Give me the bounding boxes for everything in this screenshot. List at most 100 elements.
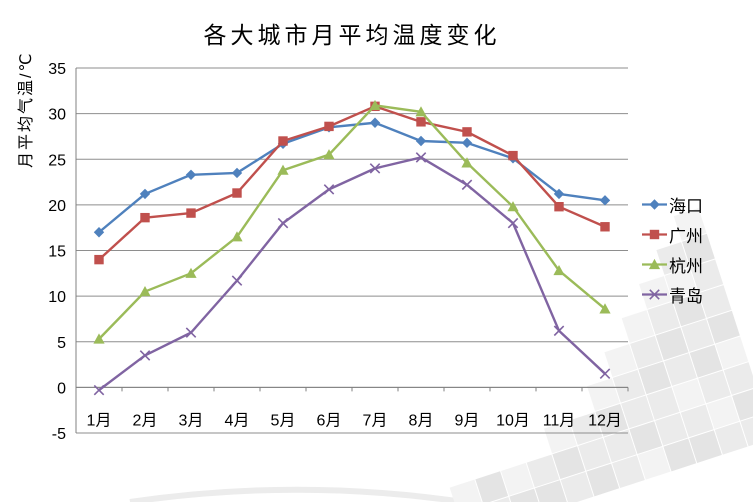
mosaic-cell-decoration [509, 488, 543, 502]
mosaic-cell-decoration [630, 335, 663, 369]
mosaic-cell-decoration [552, 446, 586, 480]
marker-square-guangzhou [140, 212, 150, 223]
legend-marker-haikou-icon [642, 198, 667, 210]
mosaic-cell-decoration [682, 233, 715, 267]
mosaic-cell-decoration [604, 344, 638, 377]
legend-label-hangzhou: 杭州 [669, 256, 703, 276]
y-tick-label: 0 [57, 380, 66, 397]
mosaic-cell-decoration [647, 301, 681, 335]
marker-square-guangzhou [600, 222, 610, 232]
x-tick-label: 9月 [455, 412, 480, 429]
mosaic-cell-decoration [612, 369, 646, 403]
marker-diamond-haikou [93, 227, 105, 238]
mosaic-cell-decoration [689, 344, 723, 378]
legend-item-guangzhou: 广州 [641, 219, 703, 249]
marker-diamond-haikou [231, 167, 243, 179]
marker-square-guangzhou [649, 229, 660, 239]
legend-label-guangzhou: 广州 [669, 226, 703, 246]
y-tick-label: 5 [57, 335, 66, 352]
series-line-qingdao [98, 156, 606, 392]
x-tick-label: 6月 [317, 412, 342, 429]
mosaic-cell-decoration [587, 378, 620, 411]
legend-label-haikou: 海口 [669, 196, 703, 216]
marker-diamond-haikou [415, 135, 427, 147]
x-tick-label: 11月 [543, 412, 576, 429]
mosaic-cell-decoration [449, 479, 483, 502]
marker-triangle-hangzhou [553, 264, 565, 276]
marker-x-qingdao [553, 325, 565, 337]
mosaic-cell-decoration [673, 208, 707, 241]
mosaic-cell-decoration [655, 327, 689, 361]
mosaic-cell-decoration [740, 413, 753, 447]
mosaic-cell-decoration [560, 471, 594, 502]
marker-triangle-hangzhou [369, 99, 381, 111]
marker-x-qingdao [415, 152, 427, 163]
marker-triangle-hangzhou [139, 285, 151, 297]
x-tick-label: 2月 [133, 412, 158, 429]
chart-title: 各大城市月平均温度变化 [203, 23, 501, 48]
mosaic-cell-decoration [664, 353, 697, 386]
marker-x-qingdao [277, 217, 289, 229]
marker-diamond-haikou [139, 188, 151, 200]
marker-diamond-haikou [553, 188, 565, 200]
y-tick-label: 20 [48, 198, 66, 215]
marker-x-qingdao [93, 384, 105, 396]
mosaic-cell-decoration [680, 404, 714, 438]
mosaic-cell-decoration [569, 412, 603, 445]
series-line-guangzhou [98, 105, 606, 261]
legend-marker-hangzhou-icon [642, 258, 667, 269]
marker-diamond-haikou [649, 198, 660, 210]
marker-triangle-hangzhou [231, 231, 243, 242]
background-arc-decoration [129, 486, 471, 502]
marker-x-qingdao [461, 179, 473, 191]
mosaic-cell-decoration [637, 446, 671, 480]
marker-triangle-hangzhou [648, 258, 661, 269]
mosaic-cell-decoration [689, 430, 722, 463]
marker-x-qingdao [139, 350, 151, 361]
mosaic-cell-decoration [621, 395, 654, 429]
y-tick-label: 30 [48, 107, 66, 124]
marker-square-guangzhou [416, 117, 426, 127]
x-tick-label: 3月 [179, 412, 204, 429]
marker-x-qingdao [185, 327, 197, 338]
mosaic-cell-decoration [646, 387, 680, 420]
x-tick-label: 7月 [363, 412, 388, 429]
marker-square-guangzhou [462, 127, 472, 137]
mosaic-cell-decoration [715, 336, 749, 370]
marker-triangle-hangzhou [93, 333, 105, 344]
marker-x-qingdao [369, 163, 381, 174]
mosaic-cell-decoration [586, 463, 620, 497]
mosaic-cell-decoration [501, 462, 534, 496]
mosaic-cell-decoration [664, 267, 698, 301]
marker-triangle-hangzhou [507, 201, 519, 212]
legend-label-qingdao: 青岛 [669, 286, 703, 306]
marker-square-guangzhou [508, 150, 518, 161]
marker-square-guangzhou [554, 202, 564, 212]
x-tick-label: 4月 [225, 412, 250, 429]
mosaic-cell-decoration [723, 362, 753, 395]
y-tick-label: 25 [48, 152, 66, 169]
mosaic-cell-decoration [544, 420, 577, 454]
x-tick-label: 5月 [271, 412, 296, 429]
marker-x-qingdao [231, 275, 243, 286]
legend-item-hangzhou: 杭州 [641, 249, 703, 279]
mosaic-cell-decoration [595, 403, 629, 437]
mosaic-cell-decoration [707, 310, 740, 344]
marker-x-qingdao [507, 217, 519, 229]
marker-diamond-haikou [461, 137, 473, 149]
y-tick-label: 35 [48, 61, 66, 78]
marker-triangle-hangzhou [185, 267, 197, 278]
mosaic-cell-decoration [655, 412, 688, 446]
mosaic-cell-decoration [475, 471, 509, 502]
marker-triangle-hangzhou [277, 164, 289, 175]
legend: 海口 广州 杭州 青岛 [641, 189, 703, 309]
x-tick-label: 8月 [409, 412, 434, 429]
marker-triangle-hangzhou [415, 106, 427, 117]
legend-marker-guangzhou-icon [642, 229, 667, 239]
marker-square-guangzhou [232, 188, 242, 198]
mosaic-cell-decoration [698, 370, 731, 404]
marker-diamond-haikou [599, 195, 611, 206]
mosaic-cell-decoration [612, 455, 645, 489]
